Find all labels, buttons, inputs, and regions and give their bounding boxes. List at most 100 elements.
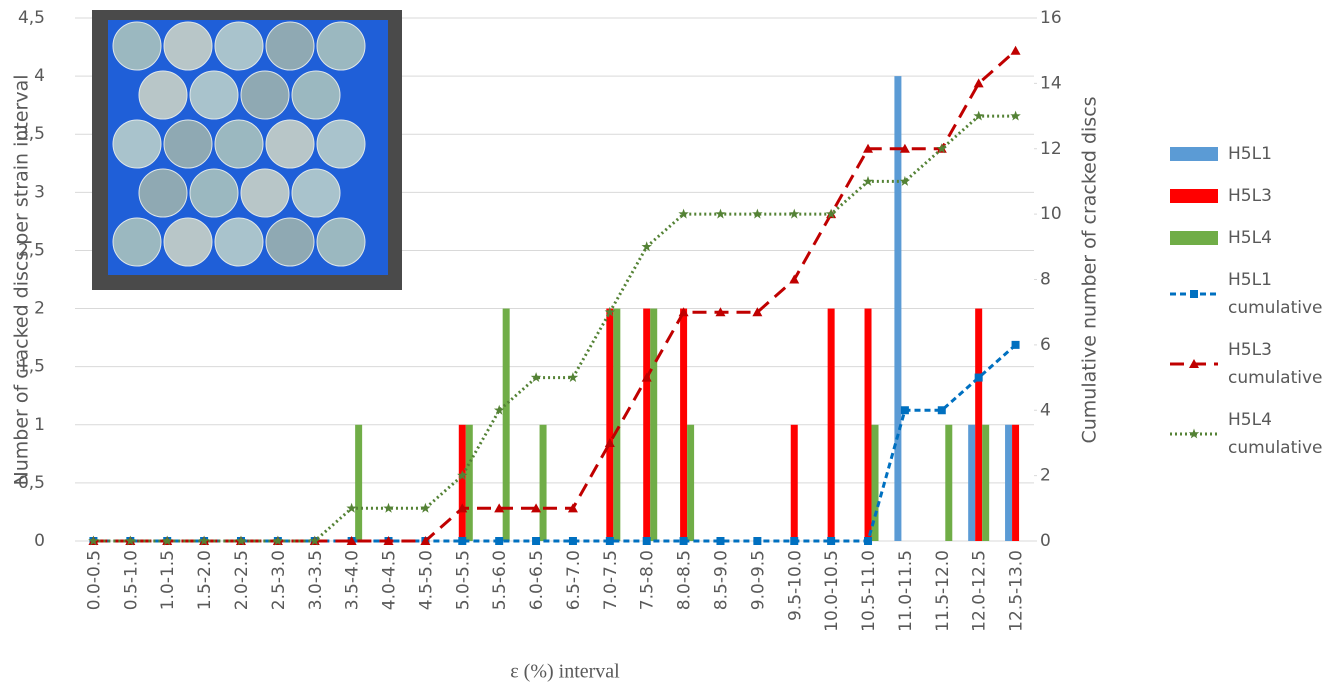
disc xyxy=(292,169,340,217)
legend-item: H5L1 cumulative xyxy=(1168,266,1318,322)
x-tick-label: 3.5-4.0 xyxy=(343,550,363,610)
bar xyxy=(1012,425,1019,541)
legend: H5L1 H5L3 H5L4 H5L1 cumulative H5L3 cumulati… xyxy=(1168,140,1318,476)
y-tick-label: 1 xyxy=(34,415,45,435)
marker xyxy=(827,537,835,545)
bar xyxy=(650,309,657,541)
marker xyxy=(678,209,688,219)
x-tick-label: 4.0-4.5 xyxy=(380,550,400,610)
marker xyxy=(1012,341,1020,349)
bar xyxy=(503,309,510,541)
marker xyxy=(458,537,466,545)
legend-item: H5L4 xyxy=(1168,224,1318,252)
y-tick-label: 4,5 xyxy=(18,8,45,28)
bar xyxy=(643,309,650,541)
marker xyxy=(715,209,726,219)
x-tick-label: 11.0-11.5 xyxy=(896,550,916,632)
x-tick-label: 1.5-2.0 xyxy=(195,550,215,610)
x-tick-label: 6.5-7.0 xyxy=(564,550,584,610)
bar xyxy=(606,309,613,541)
bar xyxy=(687,425,694,541)
disc xyxy=(317,218,365,266)
marker xyxy=(753,537,761,545)
marker xyxy=(680,537,688,545)
bar xyxy=(540,425,547,541)
bar xyxy=(968,425,975,541)
bar xyxy=(982,425,989,541)
bar xyxy=(466,425,473,541)
bar xyxy=(945,425,952,541)
x-tick-label: 4.5-5.0 xyxy=(416,550,436,610)
bar xyxy=(865,309,872,541)
legend-marker xyxy=(1189,429,1199,439)
disc xyxy=(113,22,161,70)
y2-tick-label: 0 xyxy=(1040,531,1051,551)
legend-label: H5L4 xyxy=(1228,224,1318,252)
x-tick-label: 8.0-8.5 xyxy=(675,550,695,610)
legend-label: H5L1 xyxy=(1228,140,1318,168)
legend-swatch xyxy=(1168,354,1222,374)
legend-swatch xyxy=(1168,144,1222,164)
legend-item: H5L3 cumulative xyxy=(1168,336,1318,392)
disc xyxy=(215,120,263,168)
marker xyxy=(790,537,798,545)
marker xyxy=(1011,46,1021,55)
x-tick-label: 0.0-0.5 xyxy=(84,550,104,610)
legend-swatch xyxy=(1168,186,1222,206)
y2-tick-label: 16 xyxy=(1040,8,1062,28)
x-tick-label: 6.0-6.5 xyxy=(527,550,547,610)
disc xyxy=(164,218,212,266)
marker xyxy=(901,406,909,414)
bar xyxy=(894,76,901,541)
bar xyxy=(975,309,982,541)
x-tick-label: 0.5-1.0 xyxy=(121,550,141,610)
x-tick-label: 12.0-12.5 xyxy=(970,550,990,632)
bar xyxy=(355,425,362,541)
bar xyxy=(791,425,798,541)
disc xyxy=(317,22,365,70)
x-tick-label: 5.5-6.0 xyxy=(490,550,510,610)
marker xyxy=(495,537,503,545)
x-axis-title: ε (%) interval xyxy=(510,661,620,683)
y-tick-label: 3 xyxy=(34,182,45,202)
disc xyxy=(164,120,212,168)
marker xyxy=(532,537,540,545)
marker xyxy=(420,503,430,513)
marker xyxy=(752,209,763,219)
x-tick-label: 2.0-2.5 xyxy=(232,550,252,610)
disc xyxy=(190,169,238,217)
marker xyxy=(569,537,577,545)
y2-tick-label: 4 xyxy=(1040,400,1051,420)
x-tick-label: 10.0-10.5 xyxy=(822,550,842,632)
disc xyxy=(113,218,161,266)
x-tick-label: 10.5-11.0 xyxy=(859,550,879,632)
legend-item: H5L1 xyxy=(1168,140,1318,168)
legend-swatch xyxy=(1168,424,1222,444)
x-tick-label: 7.5-8.0 xyxy=(638,550,658,610)
disc xyxy=(215,22,263,70)
legend-label: H5L3 xyxy=(1228,182,1318,210)
disc xyxy=(113,120,161,168)
x-tick-label: 5.0-5.5 xyxy=(453,550,473,610)
legend-swatch xyxy=(1168,284,1222,304)
marker xyxy=(938,406,946,414)
bar xyxy=(828,309,835,541)
x-tick-label: 9.5-10.0 xyxy=(785,550,805,621)
disc xyxy=(164,22,212,70)
legend-label: H5L3 cumulative xyxy=(1228,336,1323,392)
disc xyxy=(266,120,314,168)
bar xyxy=(613,309,620,541)
y2-tick-label: 10 xyxy=(1040,204,1062,224)
y-tick-label: 4 xyxy=(34,66,45,86)
disc xyxy=(215,218,263,266)
disc xyxy=(317,120,365,168)
bar xyxy=(680,309,687,541)
x-tick-label: 7.0-7.5 xyxy=(601,550,621,610)
disc xyxy=(241,71,289,119)
disc xyxy=(266,218,314,266)
legend-swatch-bar xyxy=(1170,231,1218,245)
x-tick-label: 2.5-3.0 xyxy=(269,550,289,610)
marker xyxy=(975,374,983,382)
bar xyxy=(459,425,466,541)
y-tick-label: 2 xyxy=(34,299,45,319)
